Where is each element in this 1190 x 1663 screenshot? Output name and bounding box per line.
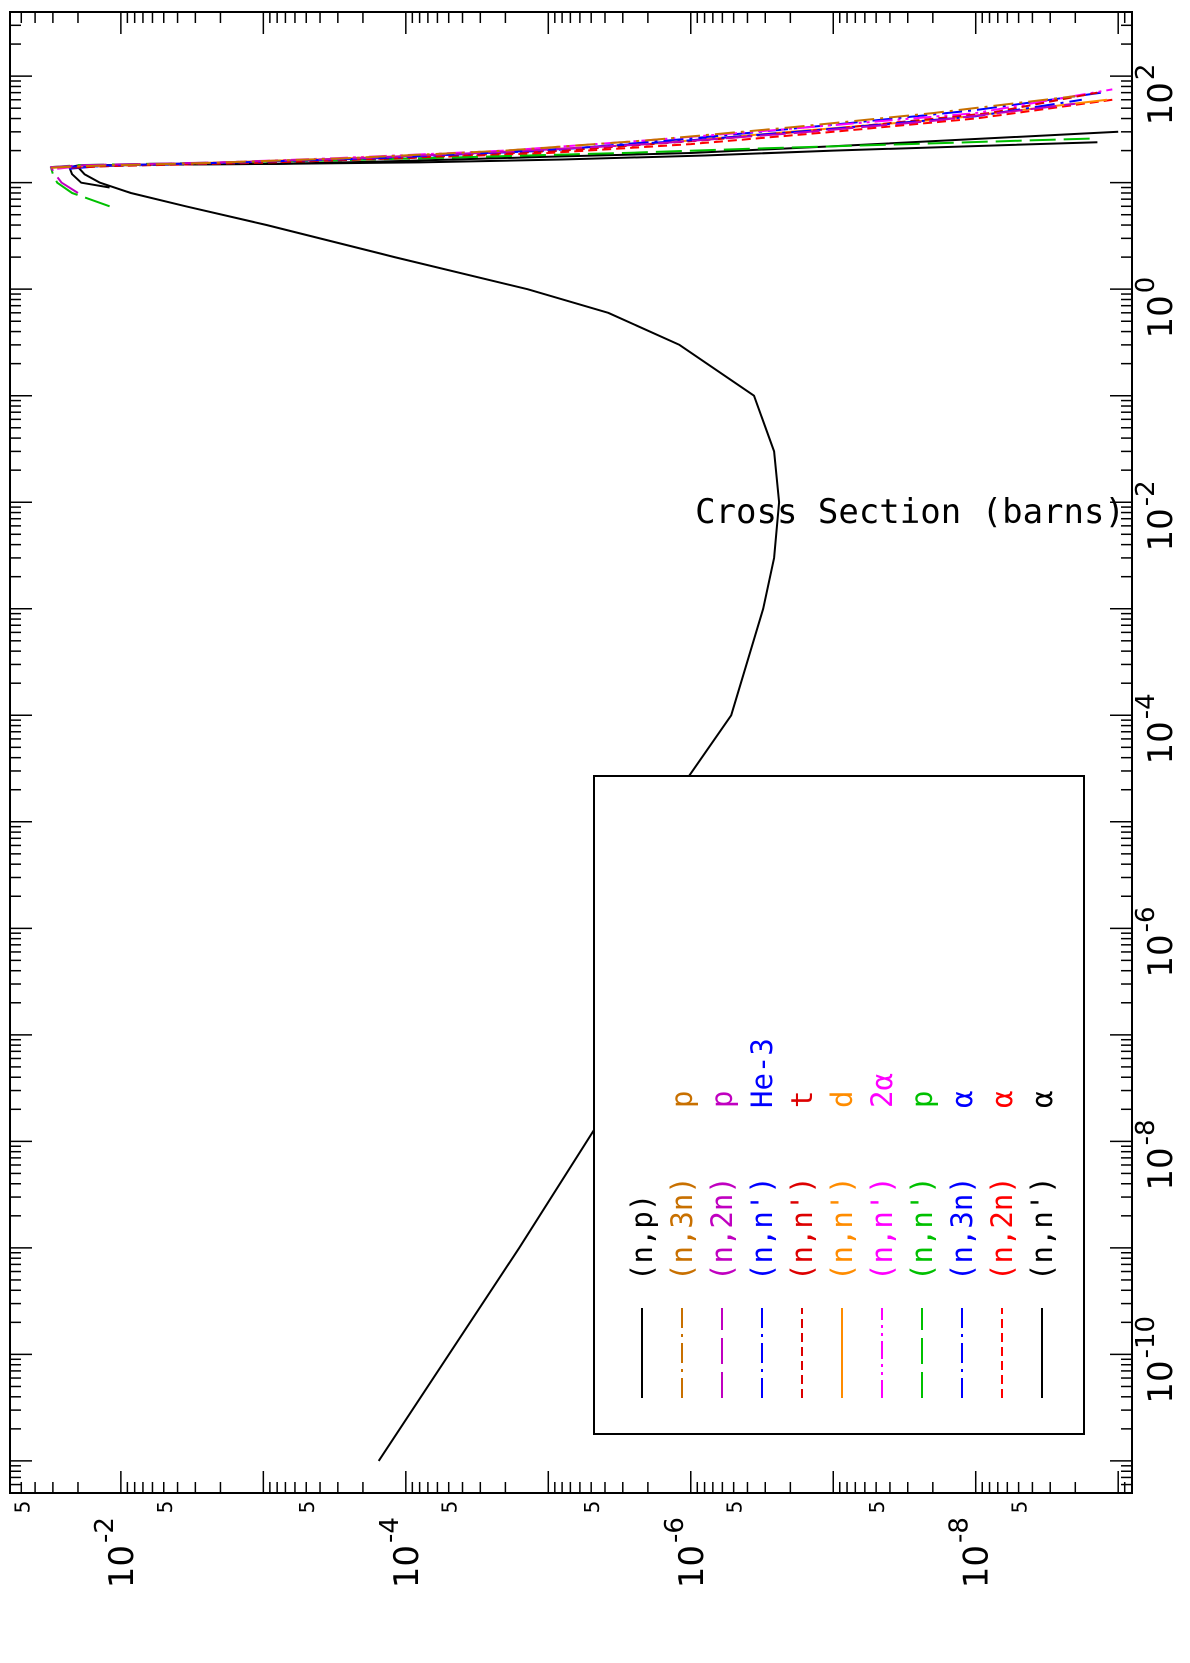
x-tick-label-base: 10: [1141, 1360, 1181, 1403]
legend-entry-7: (n,n') t: [785, 1091, 819, 1398]
legend-reaction-label: (n,n'): [865, 1176, 899, 1281]
legend-reaction-label: (n,2n): [985, 1176, 1019, 1281]
series-line-11-n-3n-p: [50, 95, 1076, 169]
legend-reaction-label: (n,3n): [665, 1176, 699, 1281]
series-line-9-n-n-he-3: [57, 98, 1082, 169]
legend-entries: (n,n')α(n,2n)α(n,3n)α(n,n')p(n,n')2α(n,n…: [625, 1038, 1059, 1398]
x-tick-label: 10-2: [1131, 480, 1181, 551]
legend-entry-3: (n,3n) α: [945, 1091, 979, 1398]
x-tick-label-base: 10: [1141, 295, 1181, 338]
legend-product-label: t: [785, 1091, 819, 1108]
series-line-6-n-n-2: [57, 88, 1113, 170]
legend-product-label: α: [945, 1091, 979, 1108]
x-tick-label-base: 10: [1141, 721, 1181, 764]
x-tick-label-exponent: -10: [1131, 1316, 1161, 1358]
y-tick-label-exponent: -2: [90, 1517, 120, 1543]
legend: (n,n')α(n,2n)α(n,3n)α(n,n')p(n,n')2α(n,n…: [593, 775, 1085, 1435]
x-tick-label: 10-4: [1131, 693, 1181, 764]
legend-product-label: α: [985, 1091, 1019, 1108]
x-tick-label-exponent: -8: [1131, 1119, 1161, 1145]
y-tick-label: 10-2: [90, 1517, 142, 1588]
y-minor-tick-label: 5: [723, 1501, 747, 1514]
legend-product-label: He-3: [745, 1038, 779, 1108]
y-minor-tick-label: 5: [10, 1501, 34, 1514]
x-tick-label-base: 10: [1141, 934, 1181, 977]
legend-reaction-label: (n,n'): [905, 1176, 939, 1281]
legend-reaction-label: (n,n'): [1025, 1176, 1059, 1281]
x-tick-label: 10-10: [1131, 1316, 1181, 1404]
legend-product-label: p: [905, 1091, 939, 1108]
plot-content: [49, 88, 1119, 1462]
x-tick-label-exponent: -4: [1131, 693, 1161, 719]
y-minor-tick-label: 5: [580, 1501, 604, 1514]
x-tick-label-base: 10: [1141, 508, 1181, 551]
x-tick-label-base: 10: [1141, 82, 1181, 125]
y-tick-label: 10-4: [375, 1517, 427, 1588]
y-tick-label-exponent: -8: [945, 1517, 975, 1543]
y-minor-tick-label: 5: [295, 1501, 319, 1514]
legend-reaction-label: (n,n'): [825, 1176, 859, 1281]
x-tick-label-exponent: 2: [1131, 64, 1161, 81]
legend-product-label: 2α: [865, 1073, 899, 1108]
legend-entry-10: (n,3n) p: [665, 1091, 699, 1398]
legend-entry-2: (n,2n) α: [985, 1091, 1019, 1398]
legend-entry-8: (n,n') He-3: [745, 1038, 779, 1398]
y-minor-tick-label: 5: [865, 1501, 889, 1514]
series-line-7-n-n-d: [52, 98, 1108, 169]
x-tick-label: 100: [1131, 277, 1181, 339]
legend-product-label: p: [665, 1091, 699, 1108]
legend-box: [593, 775, 1085, 1435]
x-tick-label-exponent: -6: [1131, 906, 1161, 932]
y-tick-label-base: 10: [387, 1545, 427, 1588]
series-line-10-n-2n-p: [49, 102, 1076, 194]
legend-reaction-label: (n,p): [625, 1194, 659, 1281]
legend-entry-11: (n,p): [625, 1194, 659, 1398]
y-minor-tick-label: 5: [1008, 1501, 1032, 1514]
y-tick-label: 10-8: [945, 1517, 997, 1588]
legend-reaction-label: (n,3n): [945, 1176, 979, 1281]
legend-reaction-label: (n,n'): [785, 1176, 819, 1281]
y-tick-label: 10-6: [660, 1517, 712, 1588]
x-tick-label-exponent: -2: [1131, 480, 1161, 506]
legend-entry-5: (n,n') 2α: [865, 1073, 899, 1398]
x-tick-label: 102: [1131, 64, 1181, 126]
y-minor-tick-label: 5: [438, 1501, 462, 1514]
y-tick-label-exponent: -6: [660, 1517, 690, 1543]
legend-product-label: d: [825, 1091, 859, 1108]
x-tick-label-base: 10: [1141, 1147, 1181, 1190]
y-tick-label-base: 10: [957, 1545, 997, 1588]
legend-reaction-label: (n,2n): [705, 1176, 739, 1281]
legend-entry-6: (n,n') d: [825, 1091, 859, 1398]
legend-entry-4: (n,n') p: [905, 1091, 939, 1398]
legend-product-label: p: [705, 1091, 739, 1108]
y-tick-label-base: 10: [102, 1545, 142, 1588]
legend-entry-9: (n,2n) p: [705, 1091, 739, 1398]
series-line-2-n-n: [68, 130, 1119, 189]
y-axis-title: Cross Section (barns): [695, 492, 1125, 532]
x-tick-label-exponent: 0: [1131, 277, 1161, 294]
legend-reaction-label: (n,n'): [745, 1176, 779, 1281]
y-tick-labels: 10-210-410-610-85 5 5 5 5 5 5 5: [10, 1501, 1031, 1589]
y-tick-label-base: 10: [672, 1545, 712, 1588]
x-tick-label: 10-6: [1131, 906, 1181, 977]
series-line-4-n-3n: [69, 91, 1103, 170]
legend-entry-1: (n,n') α: [1025, 1091, 1059, 1398]
y-tick-label-exponent: -4: [375, 1517, 405, 1543]
series-line-3-n-2n: [84, 98, 1113, 169]
x-tick-label: 10-8: [1131, 1119, 1181, 1190]
axis-ticks: [9, 11, 1133, 1494]
y-minor-tick-label: 5: [153, 1501, 177, 1514]
legend-product-label: α: [1025, 1091, 1059, 1108]
